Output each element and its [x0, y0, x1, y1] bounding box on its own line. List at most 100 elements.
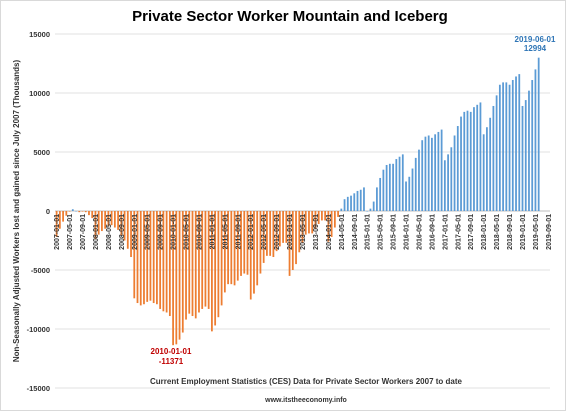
bar: [528, 90, 530, 211]
bar: [227, 211, 229, 285]
x-tick-label: 2019-09-01: [546, 214, 553, 250]
x-tick-labels: 2007-01-01 2007-05-01 2007-09-01 2008-01-01…: [54, 214, 553, 250]
x-tick-label: 2010-09-01: [196, 214, 203, 250]
bar: [505, 82, 508, 211]
y-tick-label: 0: [46, 207, 50, 216]
x-tick-label: 2007-05-01: [67, 214, 74, 250]
y-tick-label: 15000: [29, 30, 50, 39]
bar: [502, 82, 504, 211]
bar: [240, 211, 242, 276]
bar: [330, 211, 333, 237]
bar: [337, 211, 339, 217]
bar: [414, 157, 417, 211]
bar: [194, 211, 197, 319]
bar: [427, 135, 430, 211]
x-tick-label: 2019-05-01: [533, 214, 540, 250]
bar: [317, 211, 320, 224]
bar: [236, 211, 239, 281]
bar: [246, 211, 249, 275]
bar: [71, 209, 74, 211]
bar: [495, 95, 498, 211]
x-tick-label: 2014-01-01: [326, 214, 333, 250]
bar: [126, 211, 129, 249]
x-tick-label: 2011-09-01: [235, 214, 242, 250]
bar: [97, 211, 100, 235]
bar: [314, 211, 317, 229]
y-axis-label: Non-Seasonally Adjusted Workers lost and…: [12, 60, 21, 363]
bar: [321, 211, 323, 221]
x-tick-label: 2013-09-01: [313, 214, 320, 250]
x-tick-label: 2011-01-01: [209, 214, 216, 250]
bar: [266, 211, 268, 256]
bar: [230, 211, 233, 285]
x-tick-label: 2011-05-01: [222, 214, 229, 250]
bar: [113, 211, 116, 228]
y-tick-labels: 15000 10000 5000 0 -5000 -10000 -15000: [27, 30, 50, 393]
x-tick-label: 2012-01-01: [248, 214, 255, 250]
bar: [262, 211, 265, 263]
bar: [482, 134, 485, 211]
bar: [424, 136, 427, 211]
y-tick-label: -15000: [27, 384, 50, 393]
bar: [58, 211, 61, 229]
min-annotation-date: 2010-01-01: [151, 347, 192, 356]
bar: [359, 189, 362, 211]
bar: [333, 211, 336, 228]
bar: [282, 211, 284, 243]
x-tick-label: 2013-01-01: [287, 214, 294, 250]
bar: [269, 211, 272, 256]
min-annotation-value: -11371: [159, 357, 184, 366]
max-annotation-value: 12994: [524, 44, 547, 53]
x-tick-label: 2013-05-01: [300, 214, 307, 250]
bar: [463, 111, 466, 211]
x-tick-label: 2008-09-01: [119, 214, 126, 250]
bar: [198, 211, 200, 313]
bar: [372, 201, 375, 211]
x-tick-label: 2009-09-01: [158, 214, 165, 250]
bar: [434, 134, 437, 211]
bar: [382, 169, 385, 211]
x-tick-label: 2017-09-01: [468, 214, 475, 250]
bar: [62, 211, 64, 222]
bar: [411, 168, 414, 211]
x-tick-label: 2014-05-01: [339, 214, 346, 250]
bar: [123, 211, 126, 241]
bar: [369, 208, 372, 211]
bar: [259, 211, 262, 274]
bar: [201, 211, 204, 309]
bar: [405, 181, 407, 211]
bar: [388, 163, 391, 211]
bars: [55, 57, 540, 346]
bar: [220, 211, 223, 306]
bar: [120, 211, 123, 236]
x-tick-label: 2019-01-01: [520, 214, 527, 250]
bar: [188, 211, 191, 314]
bar: [107, 211, 110, 227]
bar: [398, 156, 401, 211]
x-tick-label: 2009-01-01: [132, 214, 139, 250]
x-axis-label: Current Employment Statistics (CES) Data…: [150, 377, 462, 386]
bar: [146, 211, 149, 302]
bar: [110, 211, 113, 226]
bar: [492, 105, 495, 211]
bar: [136, 211, 139, 304]
bar: [204, 211, 207, 307]
bar: [191, 211, 194, 317]
bar: [207, 211, 210, 309]
bar: [343, 199, 346, 211]
annotations: 2010-01-01 -11371 2019-06-01 12994: [151, 35, 556, 366]
bar: [385, 164, 388, 211]
bar: [288, 211, 291, 276]
bar: [498, 84, 501, 211]
bar: [476, 104, 479, 211]
bar: [401, 154, 404, 211]
bar: [152, 211, 155, 304]
bar: [65, 211, 68, 216]
y-tick-label: 5000: [33, 148, 50, 157]
bar: [301, 211, 304, 243]
bar: [515, 76, 517, 211]
x-tick-label: 2016-01-01: [404, 214, 411, 250]
x-tick-label: 2016-09-01: [429, 214, 436, 250]
bar: [443, 160, 446, 211]
